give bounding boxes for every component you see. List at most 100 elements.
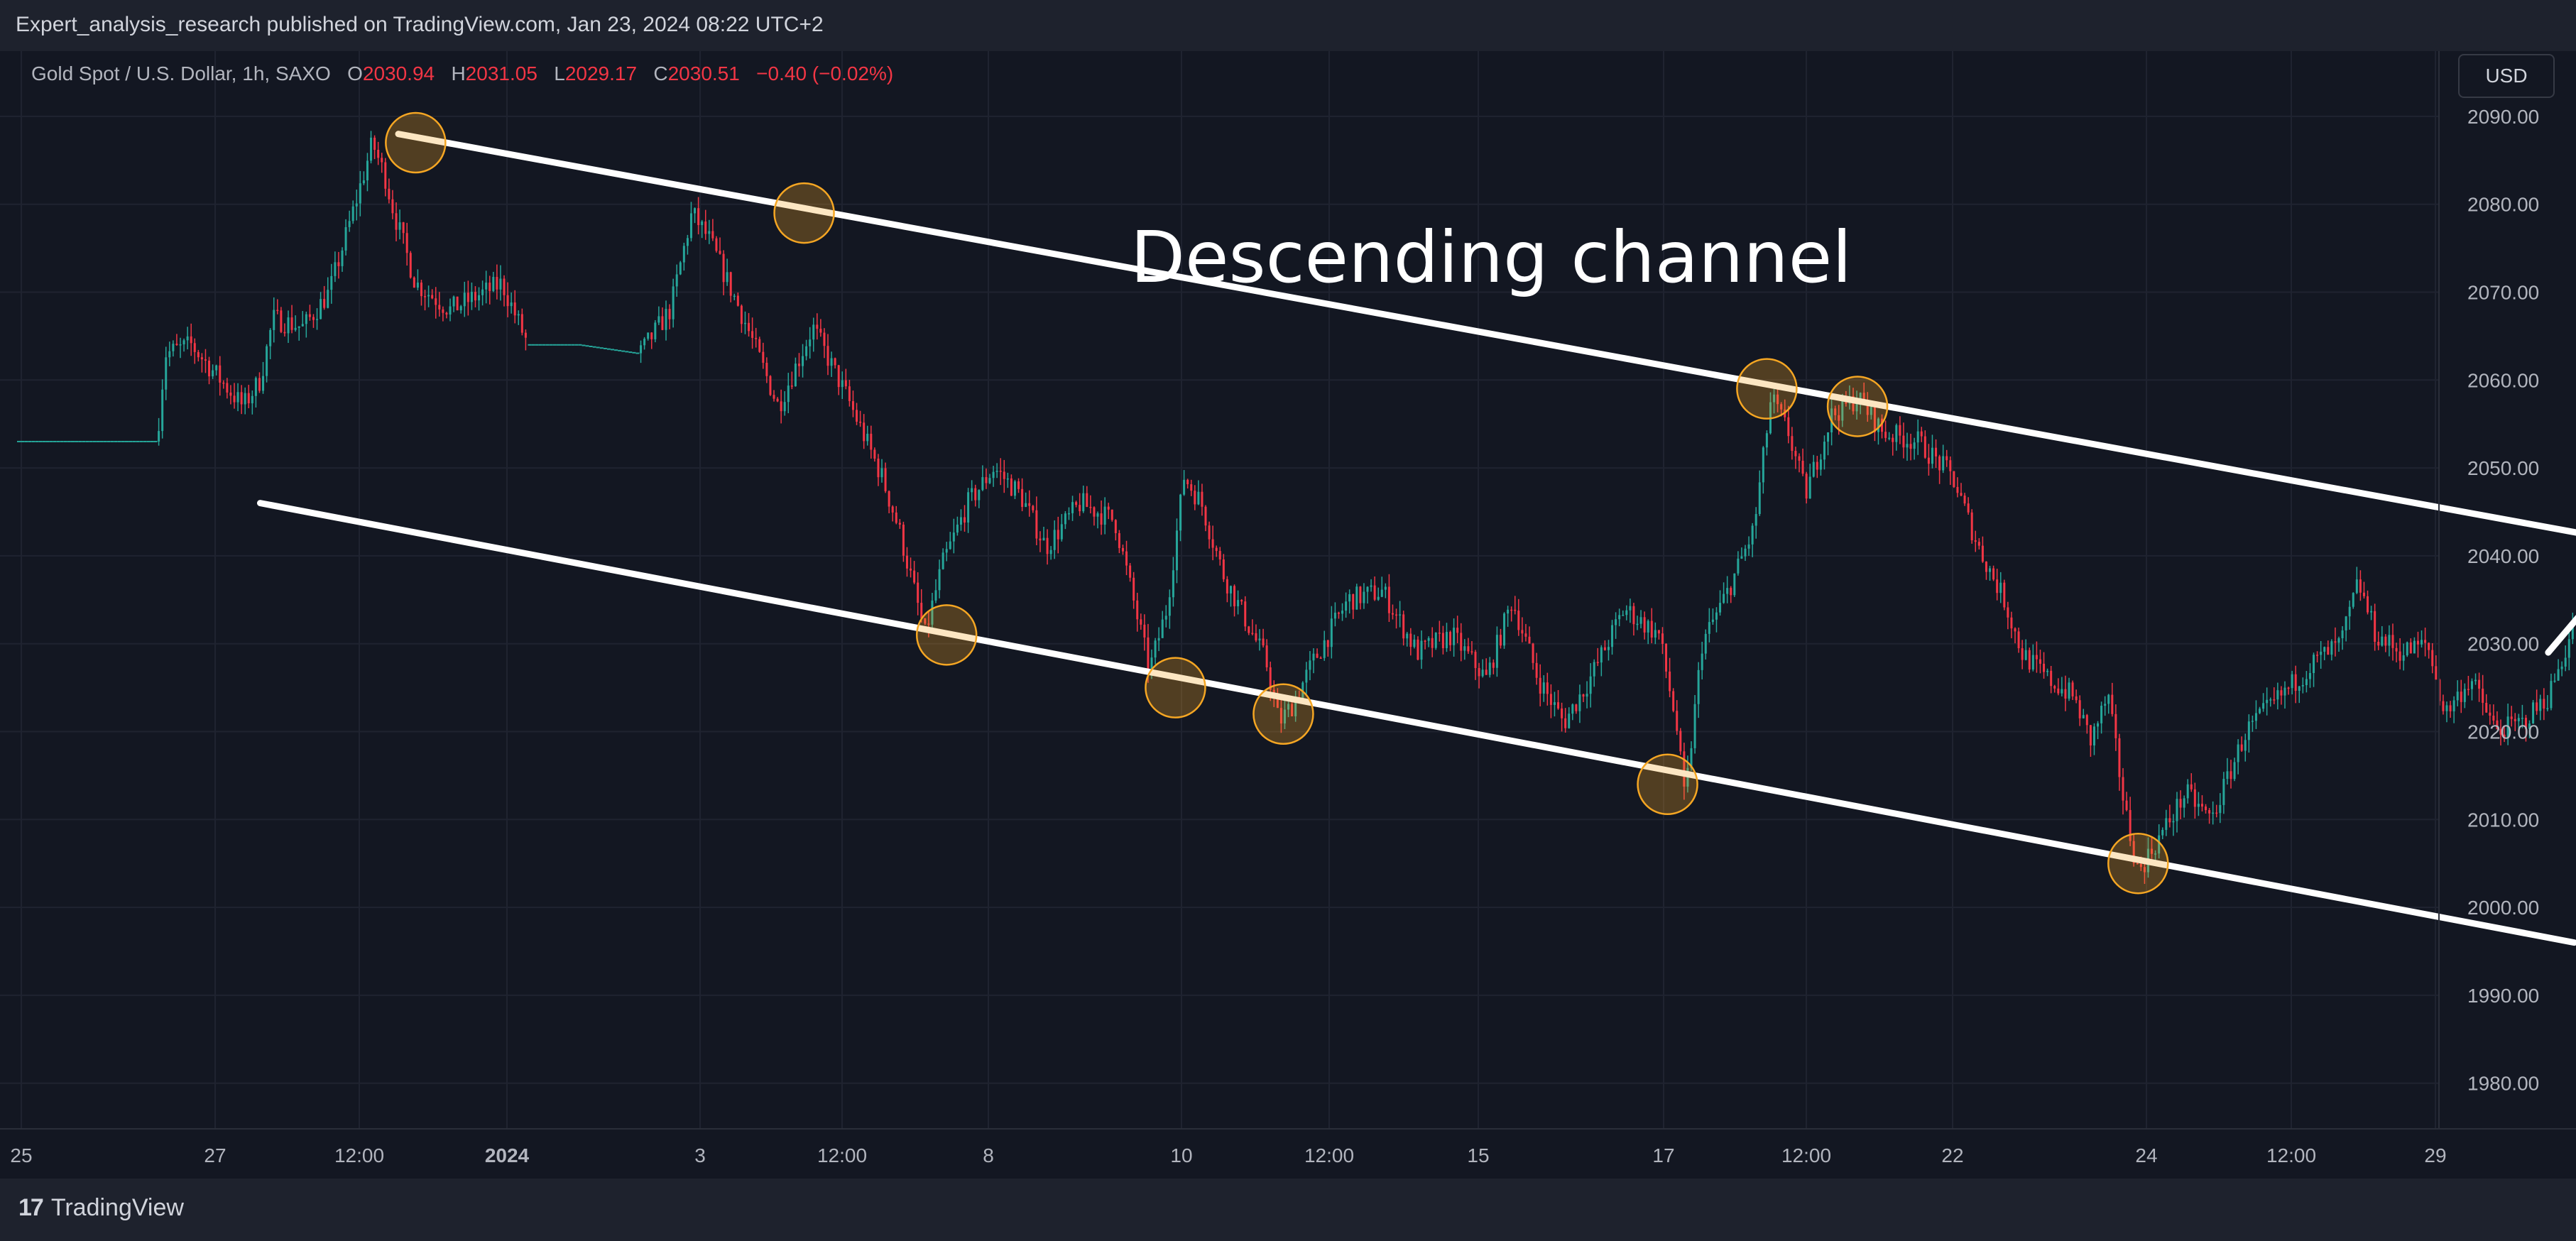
candle	[787, 386, 790, 403]
candle	[1380, 589, 1383, 597]
candle	[1920, 431, 1923, 437]
candle	[2485, 702, 2488, 713]
candle	[384, 162, 387, 189]
touch-point-marker	[1637, 753, 1698, 816]
candle	[1629, 606, 1632, 611]
candle	[1669, 671, 1671, 691]
candle	[424, 296, 427, 297]
candle	[1503, 613, 1506, 646]
candle	[704, 221, 707, 234]
candle	[215, 365, 218, 371]
candle	[327, 290, 329, 308]
candle	[830, 358, 833, 366]
candle	[362, 180, 365, 184]
tradingview-brand[interactable]: 17 TradingView	[18, 1194, 184, 1222]
candle	[1086, 493, 1088, 507]
candle	[2176, 799, 2178, 821]
candle	[1190, 484, 1193, 491]
candle	[1456, 628, 1459, 633]
candle	[1902, 435, 1905, 448]
candle	[1733, 573, 1736, 596]
candle	[1938, 456, 1941, 471]
candle	[1777, 394, 1779, 405]
candle	[2251, 721, 2254, 722]
candle	[1129, 565, 1132, 578]
symbol-label[interactable]: Gold Spot / U.S. Dollar, 1h, SAXO	[31, 62, 331, 84]
candle	[388, 188, 391, 199]
candle	[290, 317, 293, 330]
candle	[1326, 640, 1329, 647]
currency-button[interactable]: USD	[2458, 54, 2555, 98]
time-tick-label: 17	[1652, 1144, 1674, 1166]
candle	[1838, 415, 1840, 421]
candle	[1935, 447, 1938, 457]
candle	[435, 298, 437, 305]
candle	[1147, 637, 1150, 670]
candle	[851, 401, 854, 410]
candle	[715, 238, 718, 251]
candle	[1114, 520, 1117, 533]
candle	[1549, 694, 1552, 705]
candle	[1906, 444, 1909, 448]
candle	[2550, 681, 2553, 709]
candle	[643, 339, 646, 346]
candle	[1287, 704, 1290, 710]
candle	[2057, 688, 2060, 694]
price-chart[interactable]: 2090.00 2080.00 2070.00 2060.00 2050.00 2040.…	[0, 51, 2576, 1179]
candle	[877, 458, 880, 478]
candle	[1834, 408, 1837, 415]
forecast-arrow	[2545, 615, 2576, 656]
candle	[805, 346, 808, 356]
candle	[1967, 503, 1970, 513]
candle	[2280, 690, 2283, 696]
candle	[2431, 650, 2434, 667]
candle	[2129, 809, 2132, 841]
candle	[1603, 647, 1606, 650]
candle	[2524, 718, 2527, 729]
candle	[2132, 841, 2135, 863]
candle	[312, 317, 315, 320]
candle	[1643, 617, 1646, 633]
candle	[1859, 393, 1862, 404]
candle	[1816, 461, 1818, 470]
candle	[1909, 444, 1912, 449]
candle	[2151, 848, 2154, 854]
candle	[945, 549, 948, 553]
candle	[2154, 853, 2157, 855]
candle	[1161, 619, 1164, 638]
candle	[1704, 633, 1707, 654]
candle	[2092, 726, 2095, 745]
candle	[2424, 640, 2427, 643]
candle	[668, 309, 671, 319]
candle	[1395, 614, 1398, 616]
candle	[2384, 636, 2387, 646]
time-tick-label: 2024	[485, 1144, 530, 1166]
candle	[826, 346, 829, 366]
candle	[1870, 406, 1872, 415]
candle	[726, 272, 728, 283]
candle	[1172, 570, 1174, 598]
candle	[1025, 503, 1027, 507]
candle	[1945, 456, 1948, 461]
touch-point-marker	[1736, 358, 1798, 420]
candle	[697, 208, 700, 226]
candle	[1096, 513, 1099, 517]
candle	[1079, 505, 1081, 512]
candle	[2374, 611, 2376, 643]
candle	[2122, 777, 2124, 801]
candle	[1445, 632, 1448, 648]
candle	[743, 322, 746, 324]
candle	[1996, 579, 1999, 594]
candle	[2240, 744, 2243, 751]
candle	[2517, 718, 2520, 721]
candle	[2355, 579, 2358, 594]
candle	[2010, 617, 2013, 629]
candle	[1010, 478, 1013, 496]
candle	[1895, 425, 1898, 442]
candle	[1758, 482, 1761, 515]
candle	[2222, 779, 2225, 805]
candle	[762, 351, 765, 363]
candle	[1021, 488, 1024, 507]
candle	[182, 340, 185, 345]
candle	[1665, 643, 1668, 672]
